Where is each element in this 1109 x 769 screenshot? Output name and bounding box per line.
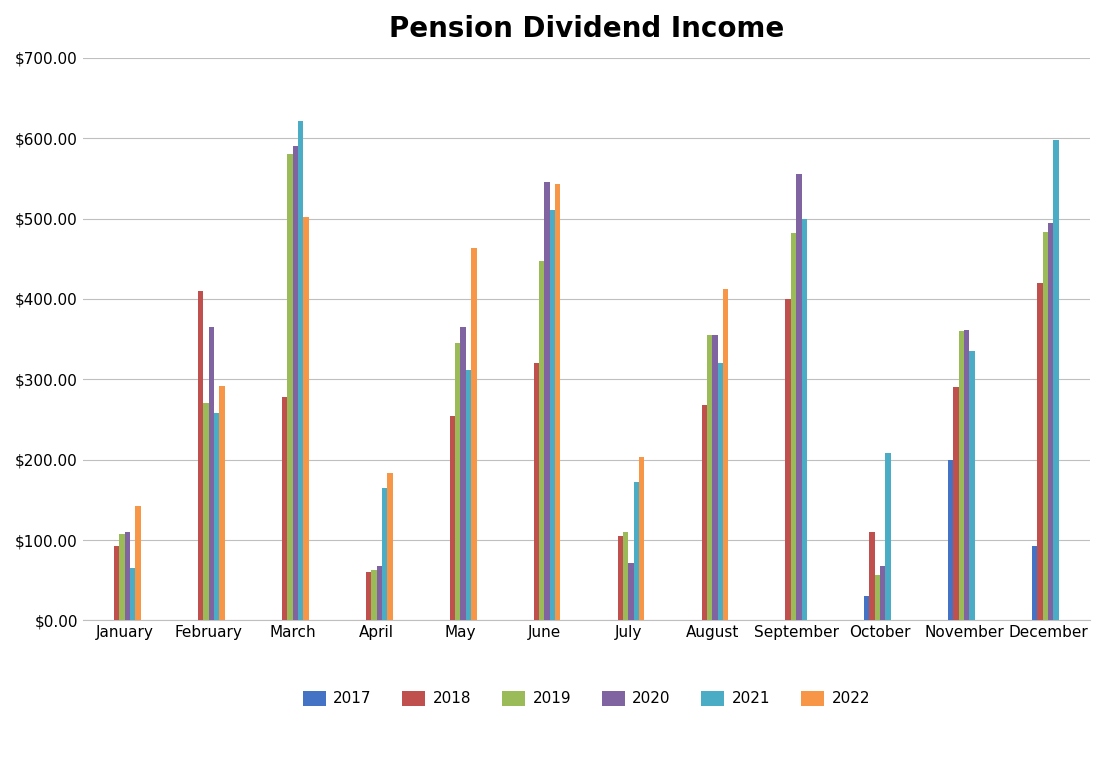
Bar — [1054, 140, 1059, 621]
Bar — [712, 335, 718, 621]
Bar — [1048, 222, 1054, 621]
Bar — [114, 546, 120, 621]
Bar — [545, 182, 550, 621]
Bar — [298, 121, 303, 621]
Bar — [135, 505, 141, 621]
Bar — [623, 532, 629, 621]
Bar — [796, 175, 802, 621]
Bar — [785, 299, 791, 621]
Bar — [376, 566, 381, 621]
Bar — [539, 261, 545, 621]
Bar — [460, 327, 466, 621]
Bar — [629, 563, 633, 621]
Bar — [533, 363, 539, 621]
Bar — [1037, 283, 1042, 621]
Bar — [618, 536, 623, 621]
Bar — [130, 568, 135, 621]
Bar — [802, 218, 807, 621]
Bar — [869, 532, 875, 621]
Bar — [969, 351, 975, 621]
Bar — [1042, 232, 1048, 621]
Bar — [550, 210, 556, 621]
Bar — [723, 288, 729, 621]
Title: Pension Dividend Income: Pension Dividend Income — [389, 15, 784, 43]
Bar — [455, 343, 460, 621]
Bar — [466, 370, 471, 621]
Bar — [197, 291, 203, 621]
Legend: 2017, 2018, 2019, 2020, 2021, 2022: 2017, 2018, 2019, 2020, 2021, 2022 — [296, 684, 876, 713]
Bar — [214, 413, 220, 621]
Bar — [718, 363, 723, 621]
Bar — [964, 329, 969, 621]
Bar — [633, 482, 639, 621]
Bar — [471, 248, 477, 621]
Bar — [885, 453, 891, 621]
Bar — [948, 460, 954, 621]
Bar — [287, 155, 293, 621]
Bar — [958, 331, 964, 621]
Bar — [791, 233, 796, 621]
Bar — [282, 397, 287, 621]
Bar — [702, 405, 706, 621]
Bar — [124, 532, 130, 621]
Bar — [556, 184, 560, 621]
Bar — [372, 570, 376, 621]
Bar — [120, 534, 124, 621]
Bar — [1031, 546, 1037, 621]
Bar — [881, 566, 885, 621]
Bar — [450, 415, 455, 621]
Bar — [864, 597, 869, 621]
Bar — [381, 488, 387, 621]
Bar — [387, 474, 393, 621]
Bar — [875, 574, 881, 621]
Bar — [208, 327, 214, 621]
Bar — [303, 217, 308, 621]
Bar — [293, 146, 298, 621]
Bar — [366, 572, 372, 621]
Bar — [639, 457, 644, 621]
Bar — [203, 404, 208, 621]
Bar — [706, 335, 712, 621]
Bar — [220, 386, 225, 621]
Bar — [954, 388, 958, 621]
